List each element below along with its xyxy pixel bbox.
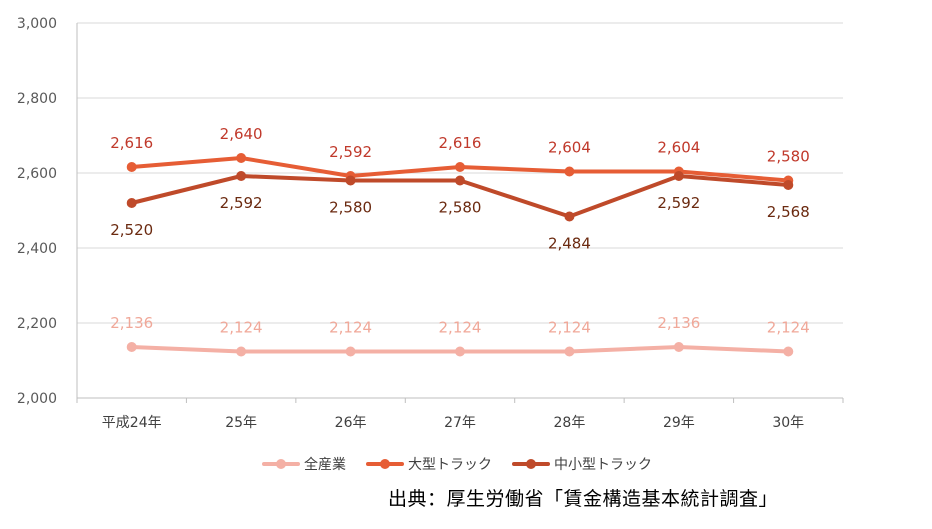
x-tick-label: 27年 [444,415,476,431]
data-label: 2,484 [548,235,591,253]
data-point [783,346,794,357]
data-point [455,346,465,357]
data-point [455,162,465,172]
data-point [345,346,356,357]
x-tick-label: 26年 [335,415,367,431]
data-point [564,166,575,177]
legend-label: 中小型トラック [554,457,652,473]
line-chart: 2,000 2,200 2,400 2,600 2,800 3,000 平成24年 25年 2… [17,16,844,473]
data-label: 2,136 [657,314,700,332]
data-point [673,342,684,352]
axes [76,23,844,403]
x-tick-label: 平成24年 [102,415,162,431]
data-label: 2,124 [767,319,810,337]
legend: 全産業 大型トラック 中小型トラック [262,456,652,473]
x-axis-ticks: 平成24年 25年 26年 27年 28年 29年 30年 [102,415,804,431]
data-label: 2,640 [220,125,263,143]
data-point [564,211,575,222]
x-tick-label: 30年 [772,415,804,431]
legend-label: 全産業 [304,456,346,473]
x-tick-label: 28年 [554,415,586,431]
y-tick-label: 2,200 [17,316,57,332]
legend-label: 大型トラック [408,457,492,473]
data-point [345,175,356,186]
data-label: 2,580 [767,148,810,166]
gridlines [77,22,843,324]
x-tick-label: 25年 [225,415,257,431]
data-point [673,171,684,181]
y-tick-label: 2,400 [17,241,57,257]
y-axis-ticks: 2,000 2,200 2,400 2,600 2,800 3,000 [17,16,57,407]
y-tick-label: 3,000 [17,16,57,32]
data-point [236,346,247,357]
data-label: 2,124 [329,319,372,337]
data-label: 2,124 [548,319,591,337]
data-label: 2,604 [548,139,591,157]
data-point [126,342,137,352]
data-label: 2,592 [657,194,700,212]
legend-marker [276,459,286,469]
legend-marker [380,459,390,469]
data-label: 2,580 [329,199,372,217]
data-label: 2,124 [439,319,482,337]
data-label: 2,568 [767,203,810,221]
data-point [126,198,137,208]
data-label: 2,580 [439,199,482,217]
data-point [564,346,575,357]
data-labels: 2,136 2,124 2,124 2,124 2,124 2,136 2,124 2,616… [110,125,810,337]
data-point [455,175,465,186]
y-tick-label: 2,600 [17,166,57,182]
data-label: 2,136 [110,314,153,332]
data-label: 2,616 [110,134,153,152]
data-label: 2,124 [220,319,263,337]
data-label: 2,604 [657,139,700,157]
data-label: 2,592 [329,143,372,161]
series-lines [126,153,794,357]
x-tick-label: 29年 [663,415,695,431]
source-note: 出典：厚生労働省「賃金構造基本統計調査」 [388,488,779,510]
data-label: 2,592 [220,194,263,212]
data-point [236,171,247,181]
y-tick-label: 2,000 [17,391,57,407]
data-point [236,153,247,163]
data-label: 2,520 [110,221,153,239]
data-point [126,162,137,172]
legend-marker [526,459,536,469]
data-point [783,180,794,190]
data-label: 2,616 [439,134,482,152]
y-tick-label: 2,800 [17,91,57,107]
